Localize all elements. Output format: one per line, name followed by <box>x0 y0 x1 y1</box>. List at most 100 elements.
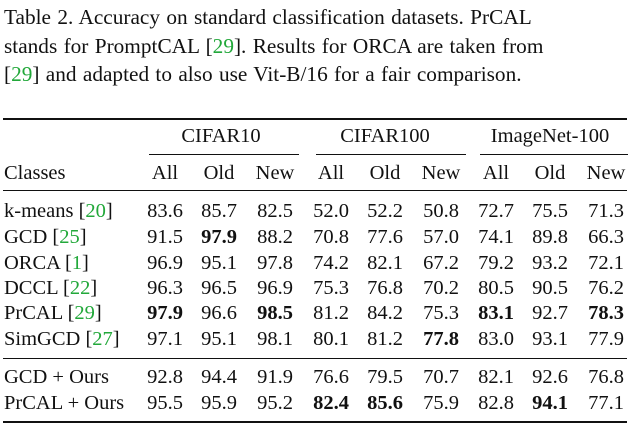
table-cell: 76.8 <box>367 277 403 299</box>
table-cell: 92.6 <box>532 366 568 388</box>
method-label: GCD [ <box>4 226 60 248</box>
table-cell: 82.8 <box>478 392 514 414</box>
method-label: DCCL [ <box>4 277 70 299</box>
dataset-header: ImageNet-100 <box>490 125 610 147</box>
table-cell: 76.6 <box>313 366 349 388</box>
table-cell: 82.4 <box>313 392 349 414</box>
table-cell: 82.1 <box>367 252 403 274</box>
citation-link[interactable]: 29 <box>212 33 234 58</box>
table-cell: 97.8 <box>257 252 293 274</box>
table-cell: 91.5 <box>147 226 183 248</box>
table-cell: 89.8 <box>532 226 568 248</box>
dataset-header: CIFAR100 <box>340 125 430 147</box>
table-cell: 67.2 <box>423 252 459 274</box>
table-cell: 78.3 <box>588 302 624 324</box>
citation-link[interactable]: 1 <box>71 252 83 274</box>
table-cell: 80.1 <box>313 328 349 350</box>
table-bottom-rule <box>3 421 627 423</box>
table-cell: 80.5 <box>478 277 514 299</box>
table-cell: 95.2 <box>257 392 293 414</box>
method-label: ] <box>112 328 120 350</box>
method-label: SimGCD [ <box>4 328 93 350</box>
method-label: GCD + Ours <box>4 366 109 388</box>
citation-link[interactable]: 25 <box>59 226 80 248</box>
method-label: k-means [ <box>4 200 86 222</box>
caption-line-3: [29] and adapted to also use Vit-B/16 fo… <box>4 60 628 89</box>
table-top-rule <box>3 118 627 120</box>
table-cell: 82.1 <box>478 366 514 388</box>
method-label: ORCA [ <box>4 252 72 274</box>
table-cell: 94.1 <box>532 392 568 414</box>
citation-link[interactable]: 27 <box>92 328 113 350</box>
column-header: New <box>421 162 461 184</box>
table-cell: 90.5 <box>532 277 568 299</box>
table-cell: 92.8 <box>147 366 183 388</box>
table-cell: 92.7 <box>532 302 568 324</box>
column-header: All <box>482 162 510 184</box>
table-cell: 88.2 <box>257 226 293 248</box>
table-cell: 70.2 <box>423 277 459 299</box>
caption-line-2: stands for PromptCAL [29]. Results for O… <box>4 32 628 61</box>
method-label: ] <box>94 302 102 324</box>
table-cell: 83.6 <box>147 200 183 222</box>
table-cell: 75.3 <box>313 277 349 299</box>
citation-link[interactable]: 29 <box>11 62 33 86</box>
table-cell: 81.2 <box>367 328 403 350</box>
table-cell: 95.1 <box>201 252 237 274</box>
dataset-cmidrule <box>149 154 299 155</box>
method-label: PrCAL + Ours <box>4 392 125 414</box>
caption-text: stands for PromptCAL [ <box>4 33 213 58</box>
table-cell: 84.2 <box>367 302 403 324</box>
classes-header: Classes <box>4 162 66 184</box>
column-header: New <box>255 162 295 184</box>
table-cell: 77.6 <box>367 226 403 248</box>
table-cell: 70.7 <box>423 366 459 388</box>
dataset-cmidrule <box>316 154 466 155</box>
table-cell: 95.1 <box>201 328 237 350</box>
table-cell: 94.4 <box>201 366 237 388</box>
citation-link[interactable]: 29 <box>74 302 95 324</box>
table-cell: 75.5 <box>532 200 568 222</box>
table-cell: 97.9 <box>147 302 183 324</box>
caption-line-1: Table 2. Accuracy on standard classifica… <box>4 5 532 29</box>
table-cell: 79.2 <box>478 252 514 274</box>
table-cell: 96.6 <box>201 302 237 324</box>
table-cell: 52.2 <box>367 200 403 222</box>
table-cell: 83.0 <box>478 328 514 350</box>
column-header: Old <box>534 162 566 184</box>
table-cell: 72.7 <box>478 200 514 222</box>
table-cell: 96.9 <box>257 277 293 299</box>
table-cell: 96.5 <box>201 277 237 299</box>
method-name: PrCAL + Ours <box>4 391 124 415</box>
table-cell: 66.3 <box>588 226 624 248</box>
table-cell: 74.2 <box>313 252 349 274</box>
table-cell: 85.6 <box>367 392 403 414</box>
column-header: Old <box>369 162 401 184</box>
table-cell: 93.2 <box>532 252 568 274</box>
citation-link[interactable]: 20 <box>85 200 106 222</box>
caption-text: [ <box>4 62 12 86</box>
column-header: All <box>317 162 345 184</box>
table-cell: 77.8 <box>423 328 459 350</box>
table-cell: 70.8 <box>313 226 349 248</box>
table-caption: Table 2. Accuracy on standard classifica… <box>4 3 628 89</box>
table-cell: 75.9 <box>423 392 459 414</box>
section-rule <box>3 358 627 359</box>
column-header: New <box>586 162 626 184</box>
caption-text: ]. Results for ORCA are taken from <box>233 33 544 58</box>
table-cell: 98.5 <box>257 302 293 324</box>
method-label: ] <box>90 277 98 299</box>
table-cell: 77.1 <box>588 392 624 414</box>
table-cell: 50.8 <box>423 200 459 222</box>
table-cell: 85.7 <box>201 200 237 222</box>
method-name: SimGCD [27] <box>4 327 120 351</box>
dataset-header: CIFAR10 <box>181 125 261 147</box>
table-cell: 75.3 <box>423 302 459 324</box>
method-label: PrCAL [ <box>4 302 75 324</box>
method-name: PrCAL [29] <box>4 301 102 325</box>
table-cell: 98.1 <box>257 328 293 350</box>
method-name: DCCL [22] <box>4 276 97 300</box>
header-rule <box>3 190 627 191</box>
citation-link[interactable]: 22 <box>69 277 91 299</box>
method-name: ORCA [1] <box>4 251 89 275</box>
